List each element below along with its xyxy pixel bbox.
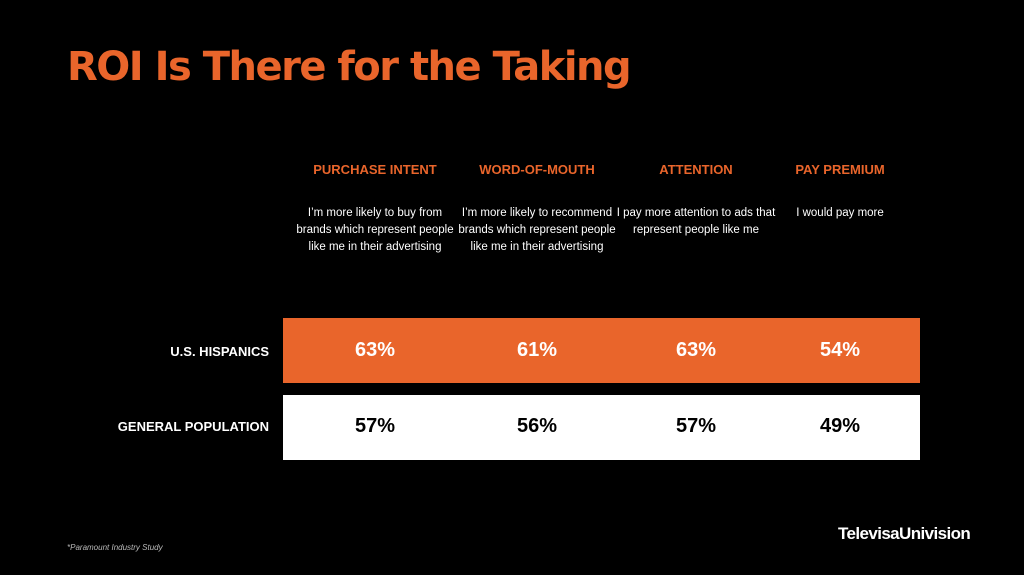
brand-logo: TelevisaUnivision bbox=[838, 524, 971, 543]
column-description-purchase-intent: I’m more likely to buy from brands which… bbox=[296, 207, 454, 253]
column-description-pay-premium: I would pay more bbox=[796, 207, 884, 219]
row-label-general-population: GENERAL POPULATION bbox=[117, 419, 269, 434]
row-bar-general-population bbox=[283, 395, 920, 460]
footnote: *Paramount Industry Study bbox=[67, 543, 163, 552]
column-heading-attention: ATTENTION bbox=[659, 162, 733, 177]
value-general-population-pay-premium: 49% bbox=[819, 415, 861, 437]
column-description-word-of-mouth: I’m more likely to recommend brands whic… bbox=[458, 207, 616, 253]
row-label-us-hispanics: U.S. HISPANICS bbox=[170, 344, 269, 359]
column-heading-purchase-intent: PURCHASE INTENT bbox=[313, 162, 437, 177]
value-general-population-attention: 57% bbox=[675, 415, 717, 437]
column-heading-pay-premium: PAY PREMIUM bbox=[795, 162, 885, 177]
row-bar-us-hispanics bbox=[283, 318, 920, 383]
page-title: ROI Is There for the Taking bbox=[67, 44, 632, 90]
value-us-hispanics-purchase-intent: 63% bbox=[354, 339, 396, 361]
value-general-population-word-of-mouth: 56% bbox=[516, 415, 558, 437]
value-us-hispanics-word-of-mouth: 61% bbox=[516, 339, 558, 361]
value-us-hispanics-attention: 63% bbox=[675, 339, 717, 361]
value-general-population-purchase-intent: 57% bbox=[354, 415, 396, 437]
column-heading-word-of-mouth: WORD-OF-MOUTH bbox=[479, 162, 595, 177]
value-us-hispanics-pay-premium: 54% bbox=[819, 339, 861, 361]
column-description-attention: I pay more attention to ads that represe… bbox=[616, 207, 776, 236]
